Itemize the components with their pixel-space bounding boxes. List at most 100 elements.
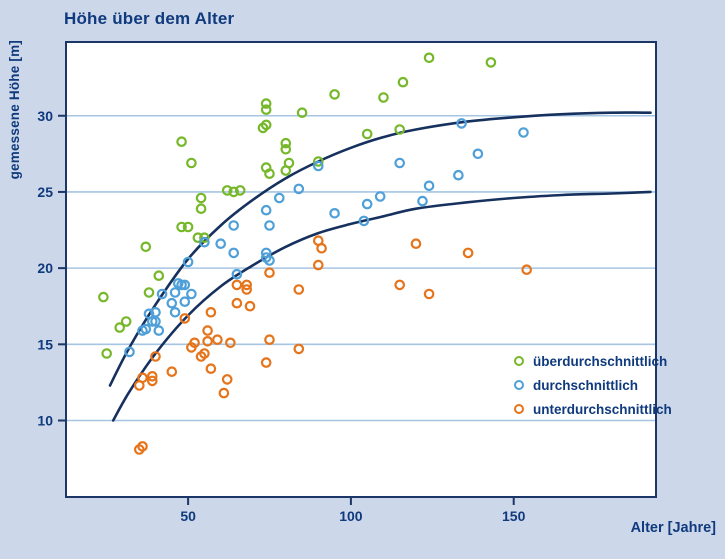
data-point-series-1	[273, 192, 285, 204]
data-point-series-0	[101, 348, 112, 359]
legend: überdurchschnittlich durchschnittlich un…	[514, 349, 672, 421]
data-point-series-0	[260, 104, 272, 115]
data-point-series-1	[228, 247, 239, 259]
data-point-series-2	[521, 264, 532, 275]
data-point-series-1	[361, 198, 373, 210]
x-tick-label: 150	[502, 508, 526, 524]
data-point-series-0	[485, 57, 497, 68]
data-point-series-2	[205, 306, 217, 318]
legend-item-ueberdurchschnittlich: überdurchschnittlich	[514, 349, 672, 373]
data-point-series-2	[147, 375, 158, 387]
data-point-series-2	[166, 366, 178, 377]
data-point-series-1	[518, 127, 529, 138]
data-point-series-0	[153, 270, 165, 281]
data-point-series-1	[423, 180, 435, 192]
data-point-series-0	[260, 119, 272, 131]
data-point-series-2	[189, 337, 200, 349]
data-point-series-2	[316, 243, 327, 254]
data-point-series-1	[329, 208, 340, 219]
data-point-series-1	[169, 306, 181, 318]
data-point-series-2	[179, 313, 191, 324]
data-point-series-0	[280, 137, 292, 149]
data-point-series-0	[228, 186, 239, 198]
data-point-series-1	[312, 160, 324, 172]
data-point-series-2	[202, 335, 213, 347]
upper-growth-curve	[108, 111, 652, 387]
data-point-series-0	[120, 316, 132, 327]
data-point-series-0	[221, 185, 233, 196]
data-point-series-2	[231, 279, 243, 291]
data-point-series-1	[358, 215, 370, 227]
data-point-series-2	[221, 374, 233, 385]
data-point-series-0	[114, 322, 125, 333]
data-point-series-0	[143, 287, 155, 298]
data-point-series-0	[264, 168, 275, 179]
data-point-series-2	[205, 363, 217, 374]
x-tick-label: 100	[339, 508, 363, 524]
data-point-series-0	[329, 89, 340, 100]
data-point-series-2	[212, 334, 223, 345]
data-point-series-1	[179, 279, 191, 291]
data-point-series-1	[179, 296, 191, 307]
data-point-series-1	[231, 268, 243, 280]
data-point-series-1	[417, 195, 428, 207]
data-point-series-0	[234, 185, 246, 196]
data-point-series-1	[472, 148, 484, 160]
data-point-series-1	[264, 255, 275, 266]
data-point-series-2	[293, 343, 305, 355]
data-point-series-0	[397, 76, 409, 88]
data-point-series-1	[228, 220, 239, 231]
chart-title: Höhe über dem Alter	[64, 9, 235, 28]
data-point-series-2	[150, 351, 161, 362]
data-point-series-0	[176, 136, 187, 147]
data-point-series-2	[293, 284, 305, 295]
data-point-series-0	[182, 221, 194, 233]
data-point-series-1	[456, 118, 467, 129]
data-point-series-2	[137, 441, 148, 452]
y-tick-label: 30	[37, 108, 53, 124]
x-axis-label: Alter [Jahre]	[630, 520, 716, 536]
data-point-series-1	[199, 236, 210, 248]
data-point-series-2	[312, 259, 324, 271]
x-tick-label: 50	[180, 508, 196, 524]
data-point-series-1	[394, 157, 405, 169]
y-tick-label: 20	[37, 260, 53, 276]
data-point-series-2	[423, 288, 435, 300]
data-point-series-0	[199, 232, 210, 243]
data-point-series-1	[166, 297, 178, 309]
y-axis-label: gemessene Höhe [m]	[7, 40, 22, 180]
data-point-series-2	[394, 279, 405, 291]
data-point-series-2	[231, 297, 243, 309]
data-point-series-0	[140, 241, 152, 253]
data-point-series-0	[260, 98, 272, 109]
data-point-series-2	[264, 334, 275, 345]
orange-ring-icon	[514, 404, 524, 414]
data-point-series-1	[153, 325, 165, 336]
data-point-series-2	[218, 387, 230, 399]
data-point-series-2	[241, 284, 252, 295]
data-point-series-2	[264, 267, 275, 278]
legend-label: unterdurchschnittlich	[533, 401, 672, 417]
data-point-series-1	[156, 288, 168, 300]
data-point-series-1	[260, 204, 272, 216]
data-point-series-0	[280, 165, 292, 176]
data-point-series-0	[186, 157, 197, 169]
legend-item-unterdurchschnittlich: unterdurchschnittlich	[514, 397, 672, 421]
data-point-series-0	[296, 107, 308, 118]
data-point-series-1	[264, 220, 275, 231]
y-tick-label: 25	[37, 184, 53, 200]
data-point-series-0	[394, 124, 405, 135]
data-point-series-2	[462, 247, 474, 259]
data-point-series-0	[195, 192, 207, 204]
data-point-series-1	[182, 256, 194, 268]
data-point-series-2	[199, 348, 210, 359]
data-point-series-2	[225, 337, 236, 349]
data-point-series-1	[186, 288, 197, 300]
blue-ring-icon	[514, 380, 524, 390]
data-point-series-2	[260, 357, 272, 368]
data-point-series-0	[98, 291, 109, 303]
plot-frame	[65, 41, 657, 498]
data-point-series-1	[453, 169, 464, 181]
